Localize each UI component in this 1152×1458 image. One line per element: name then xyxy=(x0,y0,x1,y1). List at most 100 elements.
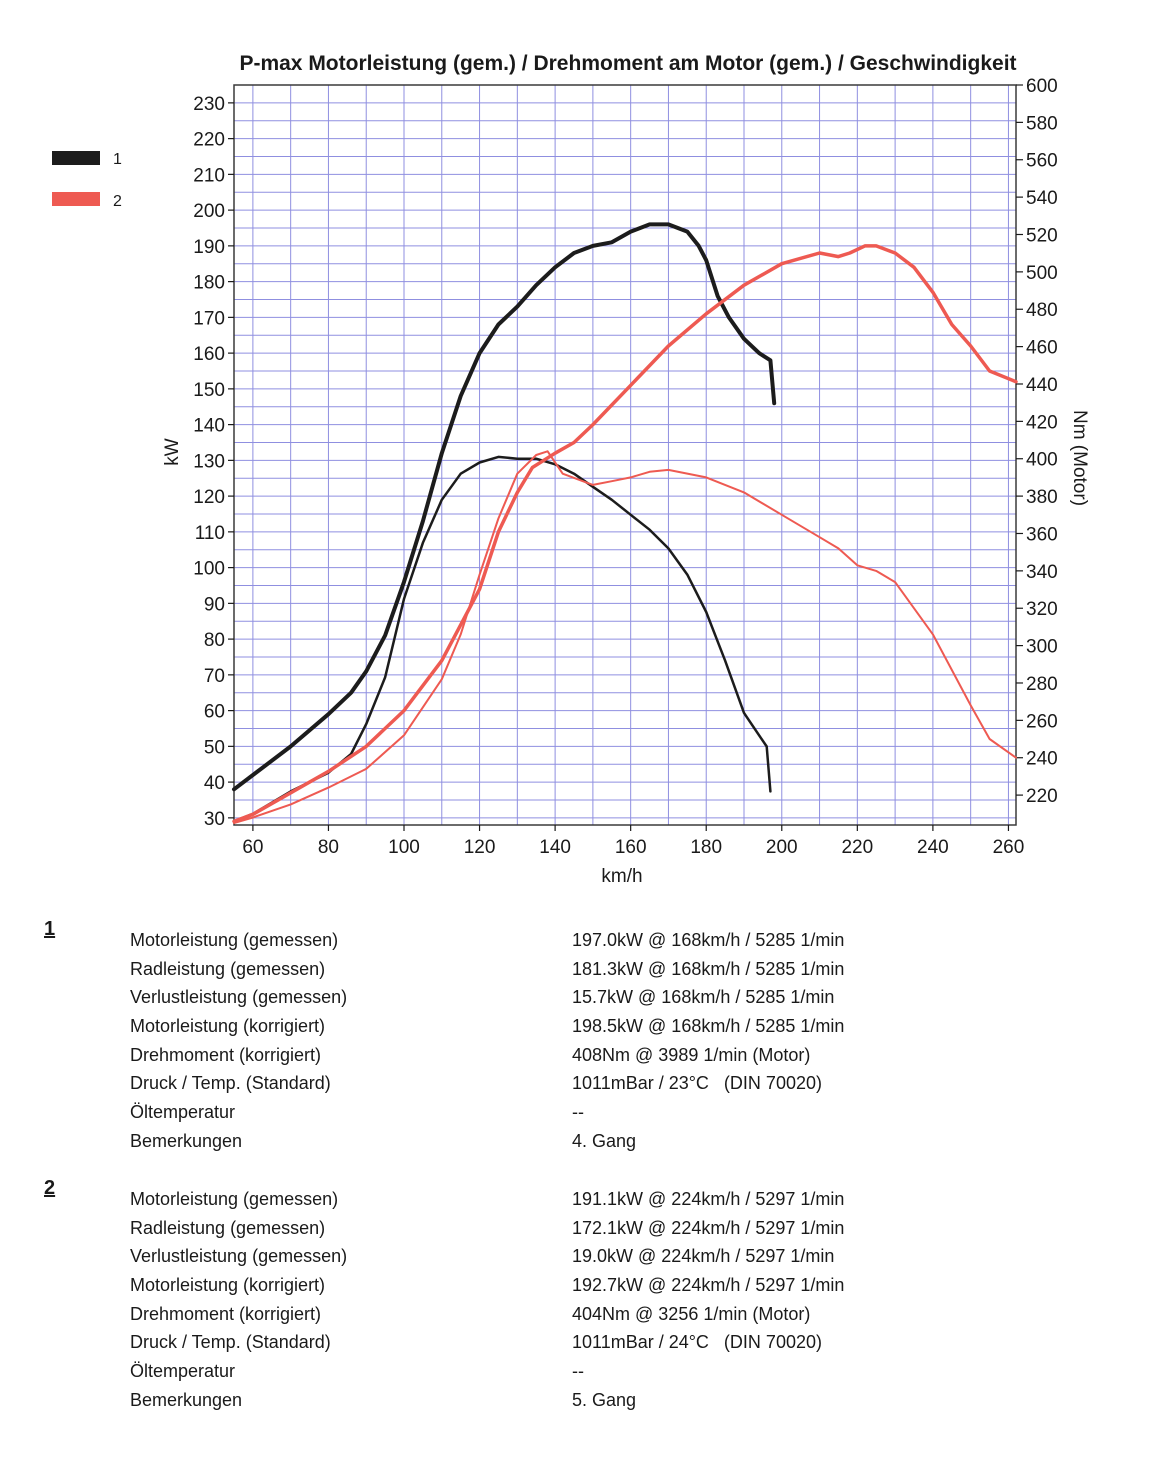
y-tick-label: 180 xyxy=(193,273,225,294)
result-value: 191.1kW @ 224km/h / 5297 1/min xyxy=(572,1189,845,1209)
y-axis-label: kW xyxy=(162,438,183,466)
result-value: 198.5kW @ 168km/h / 5285 1/min xyxy=(572,1016,845,1037)
y2-tick-label: 460 xyxy=(1026,338,1058,359)
result-row: Motorleistung (gemessen) 191.1kW @ 224km/… xyxy=(130,1189,950,1218)
x-tick-label: 60 xyxy=(242,837,263,858)
result-value: 181.3kW @ 168km/h / 5285 1/min xyxy=(572,958,845,979)
y2-tick-label: 220 xyxy=(1026,786,1058,807)
y-tick-label: 30 xyxy=(204,809,225,830)
result-value: 1011mBar / 24°C (DIN 70020) xyxy=(572,1332,822,1353)
result-value: 19.0kW @ 224km/h / 5297 1/min xyxy=(572,1246,835,1267)
y-tick-label: 80 xyxy=(204,630,225,651)
result-label: Drehmoment (korrigiert) xyxy=(130,1303,322,1324)
results-run-2: Motorleistung (gemessen) 191.1kW @ 224km/… xyxy=(130,1189,950,1419)
result-label: Radleistung (gemessen) xyxy=(130,958,326,979)
x-tick-label: 160 xyxy=(615,837,647,858)
y-tick-label: 110 xyxy=(195,523,225,544)
result-value: 5. Gang xyxy=(572,1389,637,1410)
result-row: Verlustleistung (gemessen) 15.7kW @ 168km… xyxy=(130,987,950,1016)
y2-tick-label: 300 xyxy=(1026,637,1058,658)
result-label: Motorleistung (gemessen) xyxy=(130,1189,339,1209)
result-row: Öltemperatur -- xyxy=(130,1102,950,1131)
x-tick-label: 140 xyxy=(539,837,571,858)
y-tick-label: 140 xyxy=(193,416,225,437)
y-tick-label: 210 xyxy=(193,165,225,186)
result-value: -- xyxy=(572,1361,584,1382)
result-label: Motorleistung (korrigiert) xyxy=(130,1275,326,1296)
y2-tick-label: 600 xyxy=(1026,76,1058,97)
plot-frame xyxy=(233,84,1017,826)
y-tick-label: 130 xyxy=(193,451,225,472)
result-row: Druck / Temp. (Standard) 1011mBar / 23°C … xyxy=(130,1073,950,1102)
result-row: Motorleistung (korrigiert) 192.7kW @ 224k… xyxy=(130,1275,950,1304)
y2-tick-label: 520 xyxy=(1026,225,1058,246)
series-line-1-power xyxy=(232,222,777,792)
x-axis-label: km/h xyxy=(601,866,642,887)
y-tick-label: 40 xyxy=(204,773,225,794)
y2-tick-label: 480 xyxy=(1026,300,1058,321)
x-tick-label: 100 xyxy=(388,837,420,858)
result-label: Bemerkungen xyxy=(130,1389,243,1410)
y2-tick-label: 320 xyxy=(1026,599,1058,620)
x-tick-label: 120 xyxy=(464,837,496,858)
legend-label-2: 2 xyxy=(113,193,122,210)
x-axis: 60 80 100 120 140 160 180 200 220 240 260 xyxy=(242,825,1024,858)
y-tick-label: 70 xyxy=(204,666,225,687)
result-row: Drehmoment (korrigiert) 404Nm @ 3256 1/mi… xyxy=(130,1304,950,1333)
result-label: Drehmoment (korrigiert) xyxy=(130,1044,322,1065)
y2-tick-label: 420 xyxy=(1026,412,1058,433)
series-line-1-torque xyxy=(232,455,772,823)
legend-swatch-2 xyxy=(52,192,100,206)
result-label: Druck / Temp. (Standard) xyxy=(130,1332,331,1353)
result-row: Bemerkungen 5. Gang xyxy=(130,1390,950,1419)
result-row: Radleistung (gemessen) 181.3kW @ 168km/h … xyxy=(130,959,950,988)
result-label: Motorleistung (gemessen) xyxy=(130,930,339,950)
y-tick-label: 60 xyxy=(204,702,225,723)
y2-tick-label: 560 xyxy=(1026,151,1058,172)
x-tick-label: 260 xyxy=(993,837,1025,858)
grid xyxy=(234,84,1016,825)
series-line-2-torque xyxy=(233,450,1017,825)
result-value: 192.7kW @ 224km/h / 5297 1/min xyxy=(572,1275,845,1296)
series-line-2-power xyxy=(232,244,1018,824)
result-label: Verlustleistung (gemessen) xyxy=(130,987,348,1008)
x-tick-label: 240 xyxy=(917,837,949,858)
result-row: Verlustleistung (gemessen) 19.0kW @ 224km… xyxy=(130,1246,950,1275)
result-row: Öltemperatur -- xyxy=(130,1361,950,1390)
result-label: Motorleistung (korrigiert) xyxy=(130,1016,326,1037)
result-value: 404Nm @ 3256 1/min (Motor) xyxy=(572,1303,811,1324)
x-tick-label: 200 xyxy=(766,837,798,858)
result-label: Öltemperatur xyxy=(130,1361,236,1382)
result-row: Motorleistung (gemessen) 197.0kW @ 168km/… xyxy=(130,930,950,959)
results-run-1: Motorleistung (gemessen) 197.0kW @ 168km/… xyxy=(130,930,950,1160)
y-tick-label: 170 xyxy=(193,308,225,329)
y2-tick-label: 360 xyxy=(1026,524,1058,545)
result-value: -- xyxy=(572,1102,584,1123)
dyno-chart: P-max Motorleistung (gem.) / Drehmoment … xyxy=(52,52,1090,887)
y-tick-label: 230 xyxy=(193,94,225,115)
chart-title: P-max Motorleistung (gem.) / Drehmoment … xyxy=(239,52,1016,75)
result-value: 1011mBar / 23°C (DIN 70020) xyxy=(572,1073,822,1094)
y-tick-label: 160 xyxy=(193,344,225,365)
result-row: Radleistung (gemessen) 172.1kW @ 224km/h … xyxy=(130,1218,950,1247)
y2-tick-label: 260 xyxy=(1026,711,1058,732)
y2-tick-label: 540 xyxy=(1026,188,1058,209)
y2-tick-label: 440 xyxy=(1026,375,1058,396)
y-axis-left: 30 40 50 60 70 80 90 100 110 120 130 140 150 160 170 18… xyxy=(193,94,234,830)
y-tick-label: 220 xyxy=(193,130,225,151)
result-value: 15.7kW @ 168km/h / 5285 1/min xyxy=(572,987,835,1008)
series xyxy=(232,222,1018,825)
result-row: Bemerkungen 4. Gang xyxy=(130,1131,950,1160)
y2-tick-label: 280 xyxy=(1026,674,1058,695)
y2-tick-label: 580 xyxy=(1026,113,1058,134)
legend-label-1: 1 xyxy=(113,151,122,168)
result-value: 408Nm @ 3989 1/min (Motor) xyxy=(572,1044,811,1065)
x-tick-label: 180 xyxy=(690,837,722,858)
legend: 1 2 xyxy=(52,151,122,210)
result-label: Druck / Temp. (Standard) xyxy=(130,1073,331,1094)
y2-tick-label: 400 xyxy=(1026,450,1058,471)
y-tick-label: 120 xyxy=(193,487,225,508)
result-label: Radleistung (gemessen) xyxy=(130,1217,326,1238)
x-tick-label: 80 xyxy=(318,837,339,858)
y2-tick-label: 240 xyxy=(1026,749,1058,770)
